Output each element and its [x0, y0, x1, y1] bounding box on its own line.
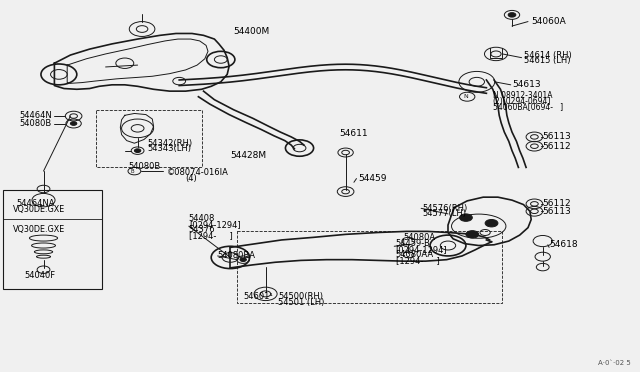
Text: (2)[0294-0694]: (2)[0294-0694]	[493, 97, 551, 106]
Text: 54500(RH): 54500(RH)	[278, 292, 323, 301]
Bar	[3, 190, 102, 289]
Text: 54342(RH): 54342(RH)	[147, 139, 193, 148]
Text: 54501 (LH): 54501 (LH)	[278, 298, 324, 307]
Text: 54428M: 54428M	[230, 151, 266, 160]
Text: VQ30DE.GXE: VQ30DE.GXE	[13, 205, 65, 214]
Circle shape	[508, 13, 516, 17]
Text: [0294-1294]: [0294-1294]	[396, 245, 447, 254]
Circle shape	[70, 122, 77, 125]
Text: 56112: 56112	[543, 199, 572, 208]
Circle shape	[485, 219, 498, 227]
Text: 54080B: 54080B	[19, 119, 51, 128]
Circle shape	[460, 214, 472, 221]
Text: N 08912-3401A: N 08912-3401A	[493, 92, 552, 100]
Text: 56113: 56113	[543, 132, 572, 141]
Text: 54080B: 54080B	[128, 162, 160, 171]
Text: 54615 (LH): 54615 (LH)	[524, 56, 570, 65]
Text: 54080A: 54080A	[403, 233, 435, 242]
Text: [0294-1294]: [0294-1294]	[189, 220, 241, 229]
Text: 54464N: 54464N	[19, 111, 52, 120]
Text: 54576(RH): 54576(RH)	[422, 204, 468, 213]
Text: 54611: 54611	[339, 129, 368, 138]
Text: 54618: 54618	[549, 240, 578, 249]
Text: A·0`·02 5: A·0`·02 5	[598, 360, 630, 366]
Text: 56113: 56113	[543, 207, 572, 216]
Text: ©08074-016IA: ©08074-016IA	[166, 169, 228, 177]
Text: B: B	[131, 169, 134, 174]
Text: 54408: 54408	[189, 214, 215, 223]
Bar	[237, 231, 502, 303]
Text: 54080BA: 54080BA	[218, 251, 255, 260]
Text: [1294-     ]: [1294- ]	[189, 231, 232, 240]
Text: 54060BA[0694-   ]: 54060BA[0694- ]	[493, 102, 563, 111]
Text: VQ30DE.GXE: VQ30DE.GXE	[13, 225, 65, 234]
Circle shape	[240, 258, 246, 262]
Text: 54613: 54613	[512, 80, 541, 89]
Text: N: N	[463, 94, 468, 99]
Text: 54614 (RH): 54614 (RH)	[524, 51, 572, 60]
Circle shape	[466, 231, 479, 238]
Bar	[96, 110, 202, 167]
Text: 54080AA: 54080AA	[396, 250, 434, 259]
Text: 54040F: 54040F	[24, 271, 56, 280]
Text: 54459-B: 54459-B	[396, 239, 430, 248]
Text: (4): (4)	[186, 174, 197, 183]
Text: 56112: 56112	[543, 142, 572, 151]
Text: 54601¹: 54601¹	[243, 292, 273, 301]
Text: 54400M: 54400M	[234, 27, 270, 36]
Text: [1294-     ]: [1294- ]	[396, 256, 439, 265]
Text: 54343(LH): 54343(LH)	[147, 144, 191, 153]
Text: 54376: 54376	[189, 225, 216, 234]
Circle shape	[134, 149, 141, 153]
Text: 54577(LH): 54577(LH)	[422, 209, 467, 218]
Text: 54459: 54459	[358, 174, 387, 183]
Text: 54464NA: 54464NA	[16, 199, 54, 208]
Text: 54060A: 54060A	[531, 17, 566, 26]
